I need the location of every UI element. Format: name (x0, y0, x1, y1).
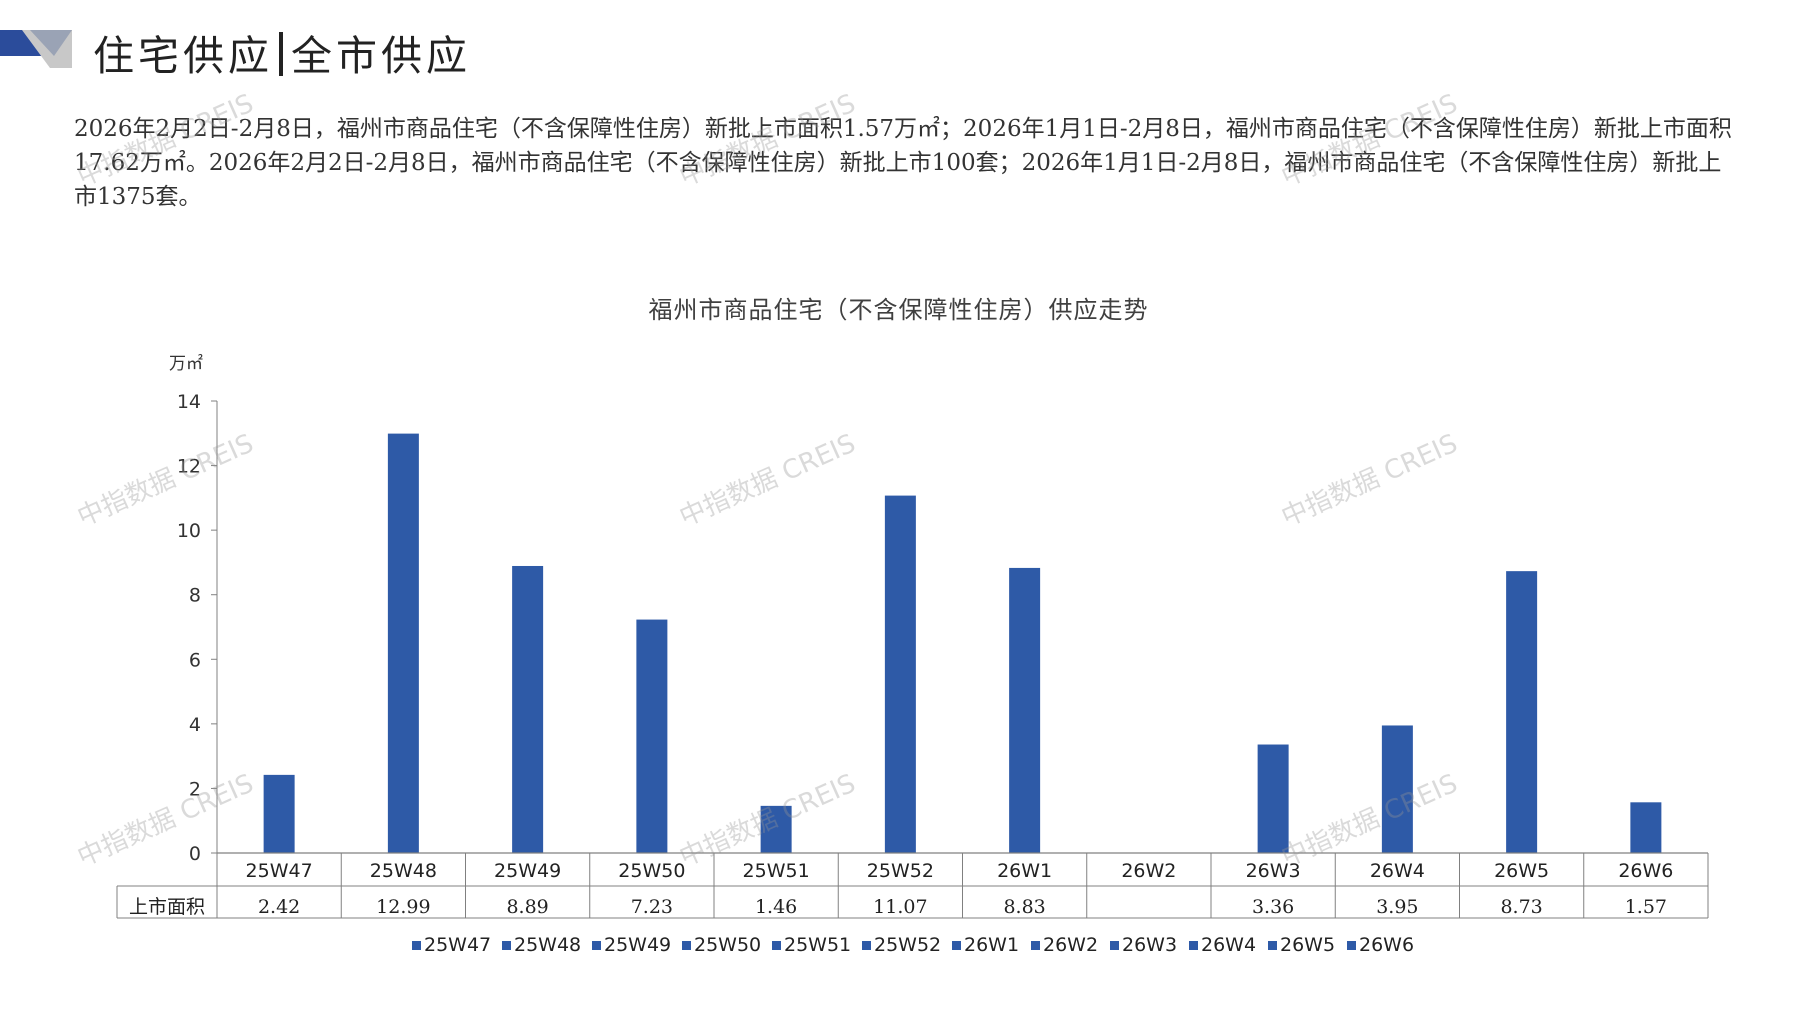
legend-marker-26W5 (1268, 941, 1277, 950)
legend-marker-26W1 (952, 941, 961, 950)
legend-entry-26W1: 26W1 (964, 934, 1019, 956)
title-separator (279, 32, 283, 76)
x-tick-label-26W4: 26W4 (1370, 860, 1425, 882)
data-label-26W6: 1.57 (1625, 896, 1667, 918)
legend-marker-25W49 (592, 941, 601, 950)
data-label-25W51: 1.46 (755, 896, 797, 918)
bar-25W47 (263, 774, 295, 853)
bar-26W3 (1257, 744, 1289, 853)
y-tick-label-2: 2 (189, 778, 201, 800)
data-label-25W50: 7.23 (631, 896, 673, 918)
x-tick-label-25W50: 25W50 (618, 860, 685, 882)
summary-paragraph: 2026年2月2日-2月8日，福州市商品住宅（不含保障性住房）新批上市面积1.5… (74, 116, 1732, 210)
legend-entry-26W2: 26W2 (1043, 934, 1098, 956)
x-tick-label-25W52: 25W52 (867, 860, 934, 882)
x-tick-label-25W49: 25W49 (494, 860, 561, 882)
bar-26W6 (1630, 802, 1662, 853)
x-tick-label-26W2: 26W2 (1121, 860, 1176, 882)
x-tick-label-25W48: 25W48 (370, 860, 437, 882)
bar-26W1 (1009, 567, 1041, 853)
bar-25W52 (884, 495, 916, 853)
legend-entry-26W5: 26W5 (1280, 934, 1335, 956)
legend-entry-25W48: 25W48 (514, 934, 581, 956)
section-title: 住宅供应 (93, 32, 273, 80)
legend-marker-26W3 (1110, 941, 1119, 950)
bar-25W51 (760, 805, 792, 853)
data-label-25W48: 12.99 (376, 896, 430, 918)
page-header: 住宅供应 全市供应 (0, 0, 1797, 90)
y-tick-label-8: 8 (189, 585, 201, 607)
legend-entry-26W4: 26W4 (1201, 934, 1256, 956)
bar-25W48 (387, 433, 419, 853)
bar-25W49 (512, 565, 544, 853)
x-tick-label-26W3: 26W3 (1246, 860, 1301, 882)
x-tick-label-26W5: 26W5 (1494, 860, 1549, 882)
legend-marker-26W2 (1031, 941, 1040, 950)
data-label-26W3: 3.36 (1252, 896, 1294, 918)
x-tick-label-26W1: 26W1 (997, 860, 1052, 882)
y-tick-label-6: 6 (189, 649, 201, 671)
supply-bar-chart: 万㎡ 0 2 4 6 8 10 12 14 25W47 25W48 25W49 25W50 25W51 25… (116, 354, 1709, 956)
y-tick-label-14: 14 (177, 391, 201, 413)
data-label-26W5: 8.73 (1500, 896, 1542, 918)
legend-marker-25W50 (682, 941, 691, 950)
legend-entry-25W47: 25W47 (424, 934, 491, 956)
legend-marker-25W51 (772, 941, 781, 950)
legend-entry-25W50: 25W50 (694, 934, 761, 956)
data-label-25W49: 8.89 (506, 896, 548, 918)
header-decoration-icon (0, 30, 72, 68)
legend-marker-25W47 (412, 941, 421, 950)
data-label-25W52: 11.07 (873, 896, 927, 918)
legend-entry-25W49: 25W49 (604, 934, 671, 956)
y-tick-label-0: 0 (189, 843, 201, 865)
y-tick-label-4: 4 (189, 714, 201, 736)
bar-26W4 (1381, 725, 1413, 853)
y-axis-unit-label: 万㎡ (169, 354, 203, 374)
y-tick-label-10: 10 (177, 520, 201, 542)
legend-entry-25W51: 25W51 (784, 934, 851, 956)
chart-title: 福州市商品住宅（不含保障性住房）供应走势 (648, 296, 1149, 324)
page-title: 住宅供应 全市供应 (93, 22, 471, 82)
bar-25W50 (636, 619, 668, 853)
subsection-title: 全市供应 (291, 32, 471, 80)
x-tick-label-26W6: 26W6 (1618, 860, 1673, 882)
x-tick-label-25W47: 25W47 (246, 860, 313, 882)
legend-entry-25W52: 25W52 (874, 934, 941, 956)
x-tick-label-25W51: 25W51 (743, 860, 810, 882)
legend-entry-26W3: 26W3 (1122, 934, 1177, 956)
legend-entry-26W6: 26W6 (1359, 934, 1414, 956)
y-tick-label-12: 12 (177, 456, 201, 478)
bar-26W5 (1506, 571, 1538, 853)
legend-marker-25W48 (502, 941, 511, 950)
data-label-25W47: 2.42 (258, 896, 300, 918)
legend-marker-25W52 (862, 941, 871, 950)
data-label-26W1: 8.83 (1003, 896, 1045, 918)
legend-marker-26W6 (1347, 941, 1356, 950)
data-label-26W4: 3.95 (1376, 896, 1418, 918)
legend-marker-26W4 (1189, 941, 1198, 950)
table-series-name: 上市面积 (129, 896, 205, 918)
